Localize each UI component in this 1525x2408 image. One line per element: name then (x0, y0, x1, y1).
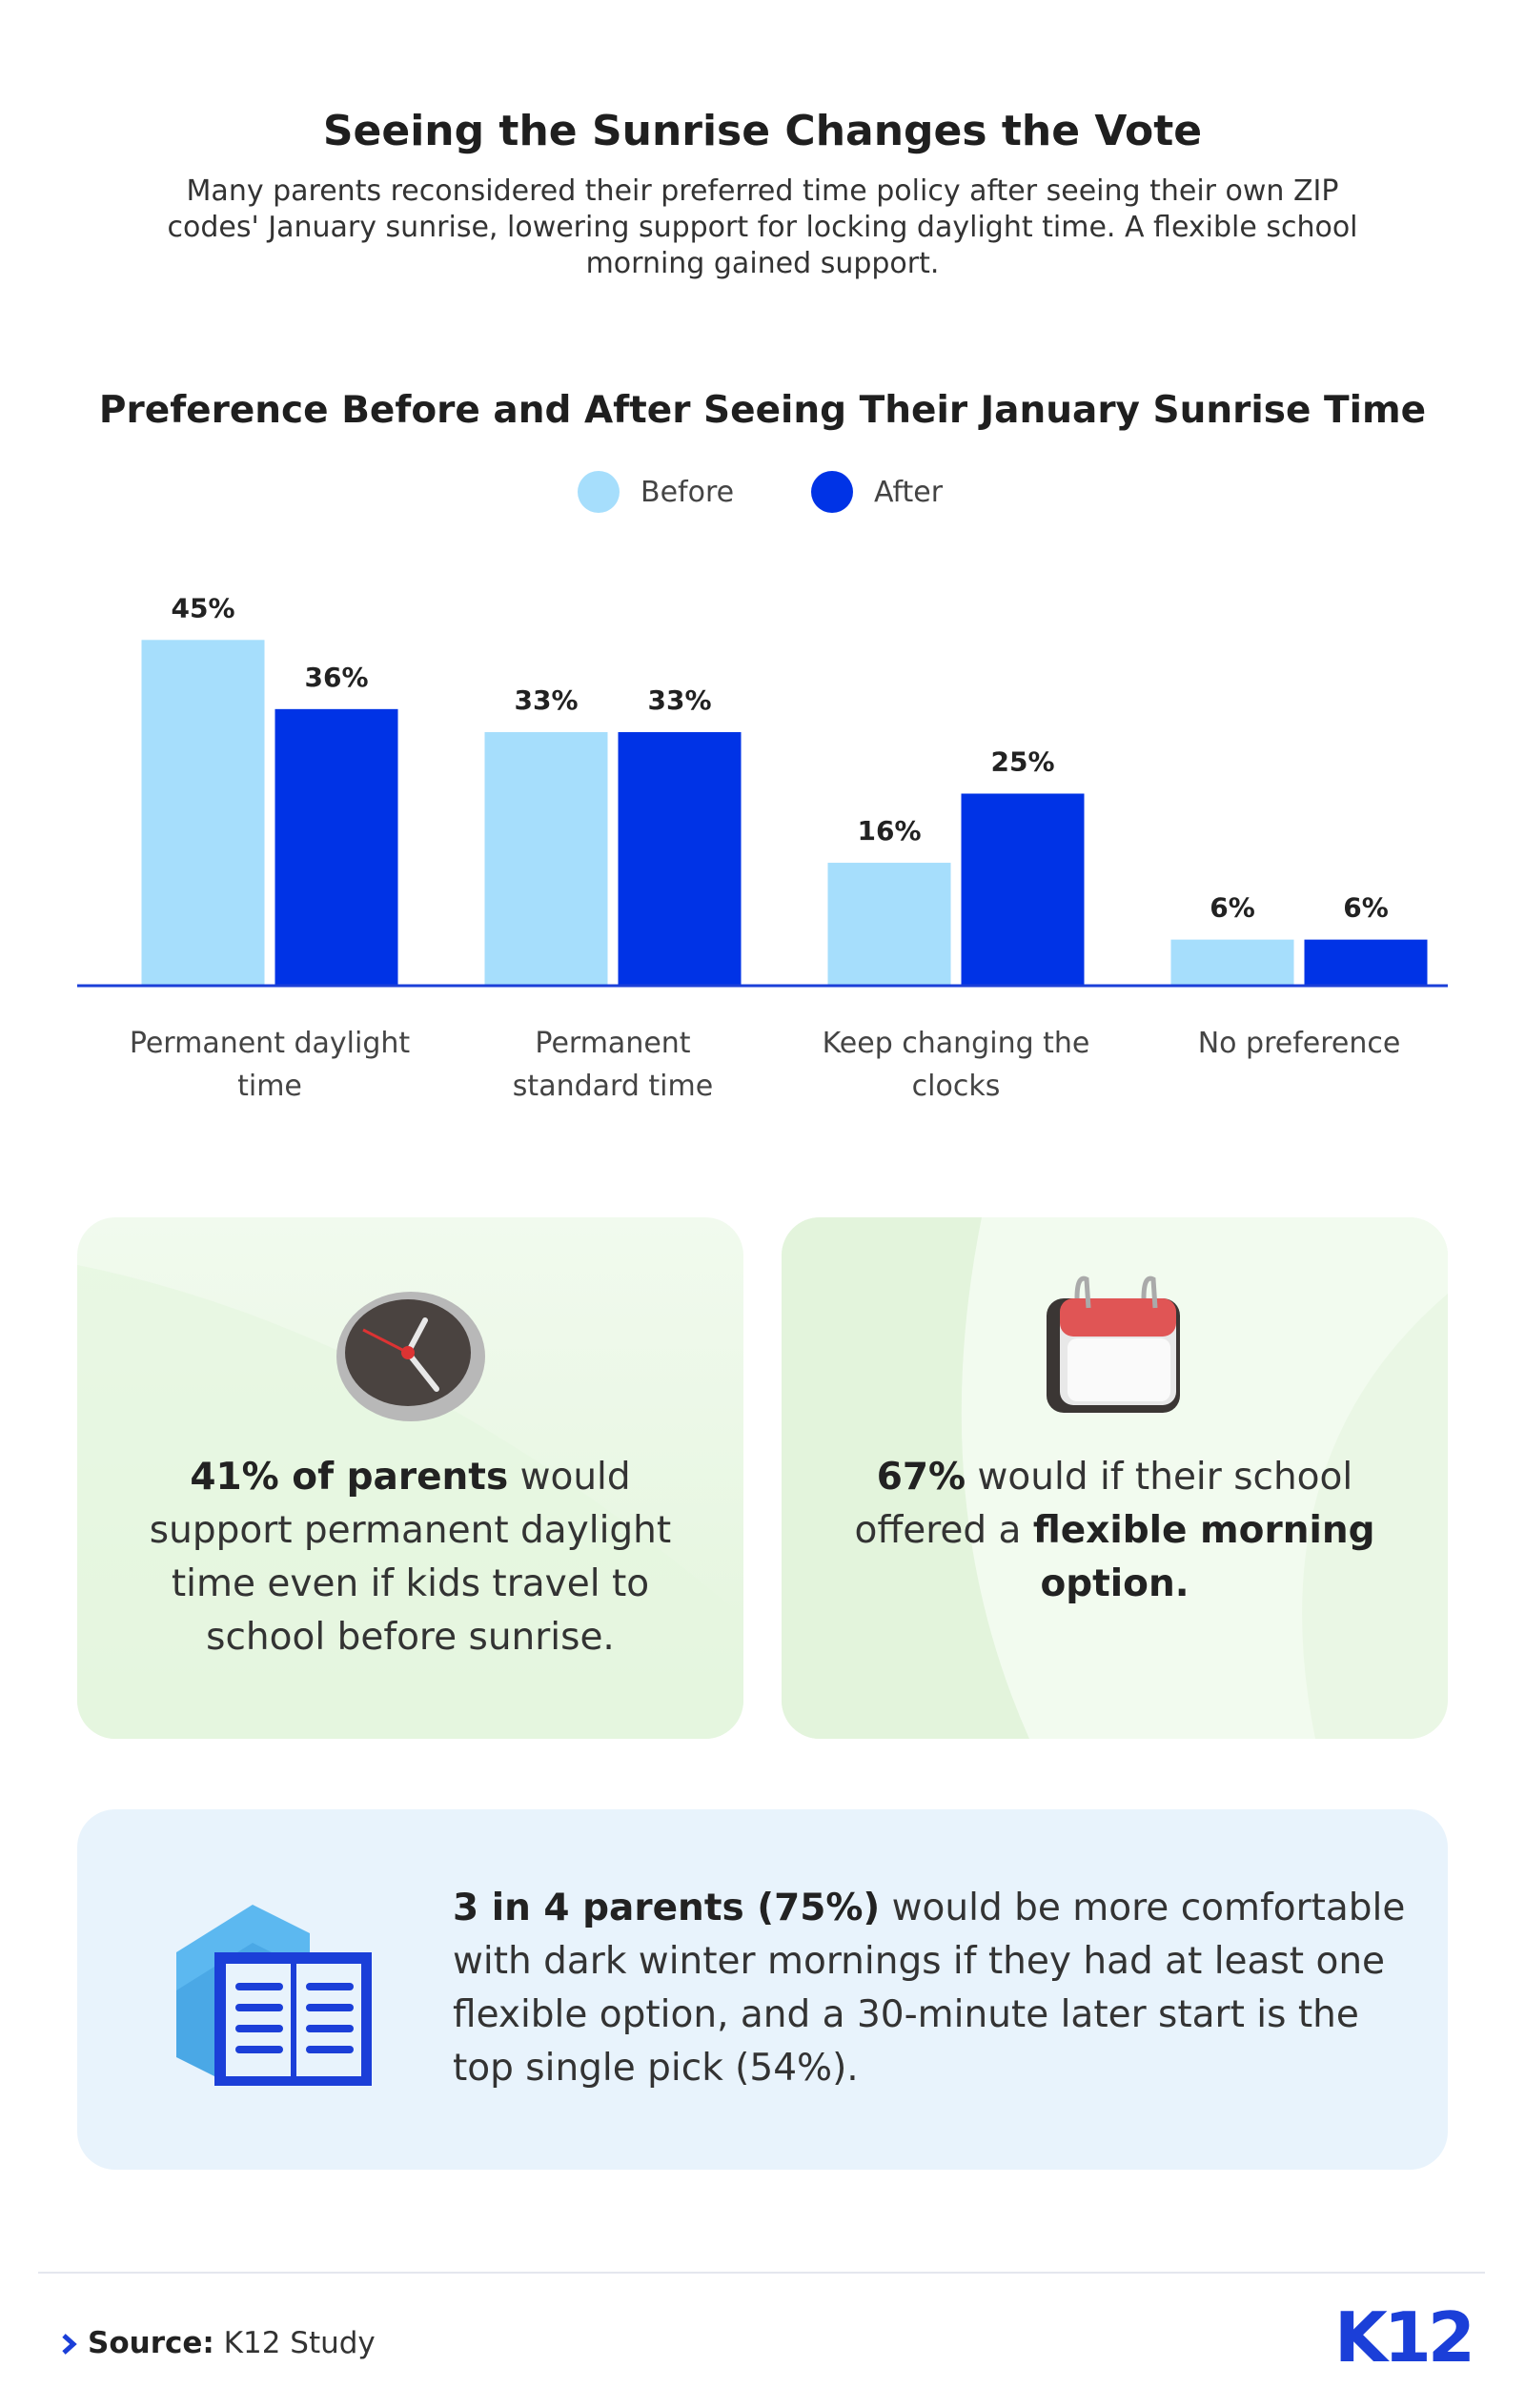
card-text-part: would support permanent daylight time ev… (149, 1456, 672, 1659)
value-label: 33% (647, 684, 711, 716)
card-text-part: 41% of parents (190, 1456, 509, 1499)
x-tick-label: No preference (1197, 1027, 1401, 1060)
value-label: 16% (857, 815, 921, 847)
value-label: 25% (990, 746, 1054, 778)
card-text-part: would be more comfortable with dark wint… (453, 1887, 1406, 2090)
card-decoration (77, 1265, 743, 1739)
logo: K12 (1334, 2297, 1475, 2377)
x-tick-label: Keep changing the clocks (822, 1027, 1090, 1103)
card-text-part: flexible morning option. (1032, 1509, 1375, 1605)
bar (827, 863, 951, 986)
calendar-icon (1047, 1275, 1180, 1413)
legend-label: After (874, 476, 944, 509)
bar (1304, 939, 1428, 986)
card-text: 67% would if their school offered a flex… (839, 1451, 1391, 1611)
card-text-part: 3 in 4 parents (75%) (453, 1887, 881, 1929)
clock-icon (336, 1292, 485, 1421)
bar (961, 793, 1085, 986)
legend-swatch (811, 471, 853, 513)
card-text: 3 in 4 parents (75%) would be more comfo… (453, 1882, 1406, 2095)
bar (484, 732, 608, 986)
bar (274, 708, 398, 986)
source-text: K12 Study (223, 2326, 376, 2360)
value-label: 36% (304, 662, 368, 693)
x-tick-label: Permanent standard time (512, 1027, 714, 1103)
value-label: 45% (171, 592, 234, 623)
legend-swatch (578, 471, 620, 513)
legend-label: Before (640, 476, 734, 509)
card-text-part: 67% (876, 1456, 966, 1499)
subtitle: Many parents reconsidered their preferre… (167, 174, 1358, 280)
value-label: 6% (1343, 892, 1389, 924)
source: Source: K12 Study (59, 2326, 376, 2360)
chart: Before After 45% 36% 33% 33% 16% 25% 6% 6% (77, 471, 1448, 988)
stat-card: 41% of parents would support permanent d… (77, 1217, 743, 1739)
x-tick-label: Permanent daylight time (129, 1027, 411, 1103)
bar (618, 732, 742, 986)
bar (1170, 939, 1294, 986)
value-label: 6% (1210, 892, 1255, 924)
divider (38, 2272, 1485, 2274)
title: Seeing the Sunrise Changes the Vote (322, 107, 1203, 155)
bar (141, 640, 265, 986)
stat-card: 3 in 4 parents (75%) would be more comfo… (77, 1809, 1448, 2170)
source-label: Source: (88, 2326, 214, 2360)
book-icon (176, 1905, 372, 2086)
card-text-part: would if their school offered a (854, 1456, 1353, 1552)
value-label: 33% (514, 684, 578, 716)
stat-card: 67% would if their school offered a flex… (782, 1217, 1448, 1739)
chart-title: Preference Before and After Seeing Their… (98, 389, 1427, 432)
chevron-icon (62, 2334, 77, 2355)
card-text: 41% of parents would support permanent d… (115, 1451, 705, 1664)
